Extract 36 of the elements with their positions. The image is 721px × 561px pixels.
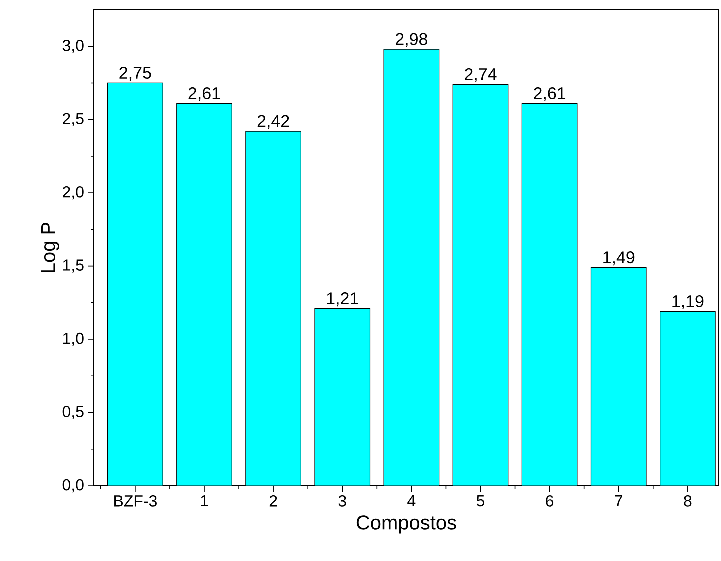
bar [314,308,370,486]
data-label: 1,19 [672,295,704,310]
bar [384,50,440,486]
x-tick-label: 1 [201,496,208,507]
bar [591,268,646,486]
data-label: 2,98 [396,33,428,48]
x-axis-title: Compostos [356,516,456,534]
x-tick-label: 5 [476,496,485,507]
data-label: 2,74 [465,68,497,82]
data-label: 1,21 [327,292,358,307]
x-tick-label: 6 [546,496,554,507]
x-tick-label: 4 [408,496,416,507]
y-tick-label: 1,0 [63,332,84,346]
data-label: 2,75 [120,66,152,82]
bar [246,132,302,486]
y-tick-label: 0,0 [62,479,84,493]
y-tick-label: 3,0 [62,40,84,54]
x-tick-label: 3 [338,496,346,507]
bar [176,104,232,486]
bar [660,311,716,486]
data-label: 2,61 [534,87,566,102]
x-tick-label: 8 [684,496,692,507]
y-tick-label: 0,5 [62,406,84,420]
x-tick-label: 2 [270,496,278,507]
x-tick-label: 7 [615,496,623,507]
y-tick-label: 2,5 [63,113,84,126]
bar [453,84,508,486]
data-label: 1,49 [604,252,635,266]
bar [522,104,578,486]
data-label: 2,61 [188,87,220,102]
data-label: 2,42 [258,115,290,130]
bar [108,83,164,486]
y-tick-label: 2,0 [63,186,84,200]
y-axis-title: Log P [41,222,60,272]
x-tick-label: BZF-3 [114,496,157,507]
y-tick-label: 1,5 [63,260,84,273]
